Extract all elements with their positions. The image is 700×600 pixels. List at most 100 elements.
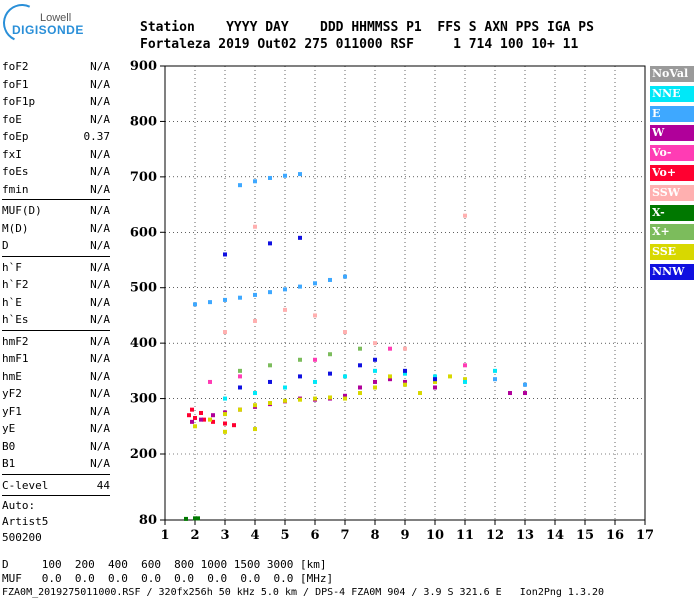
data-point-sse (313, 396, 317, 401)
param-separator (2, 199, 110, 200)
data-point-w (403, 379, 407, 384)
x-tick-label: 3 (220, 528, 229, 543)
data-point-nnw (328, 371, 332, 376)
data-point-vo (199, 410, 203, 415)
data-point-e (283, 287, 287, 292)
logo-digisonde: DIGISONDE (12, 23, 84, 37)
data-point-e (208, 300, 212, 305)
param-row: B0 N/A (2, 438, 110, 456)
param-value: N/A (90, 95, 110, 108)
data-point-e (298, 284, 302, 289)
x-tick-label: 17 (636, 528, 654, 543)
y-tick-label: 800 (130, 114, 157, 129)
data-point-nnw (298, 235, 302, 240)
data-point-e (193, 302, 197, 307)
y-tick-label: 700 (130, 170, 157, 185)
footer-distance-row: D 100 200 400 600 800 1000 1500 3000 [km… (2, 558, 327, 571)
legend-item-vo: Vo- (650, 145, 694, 162)
y-tick-label: 200 (130, 447, 157, 462)
data-point-ssw (343, 330, 347, 335)
auto-scaling-line: 500200 (2, 531, 42, 544)
legend-item-nne: NNE (650, 85, 694, 102)
data-point-nne (373, 368, 377, 373)
param-name: MUF(D) (2, 204, 42, 217)
param-name: foF1 (2, 77, 29, 91)
param-name: h`F2 (2, 278, 29, 291)
param-row: yF1 N/A (2, 403, 110, 421)
data-point-e (523, 382, 527, 387)
data-point-nne (253, 391, 257, 396)
param-value: N/A (90, 239, 110, 252)
header-labels: Station YYYY DAY DDD HHMMSS P1 FFS S AXN… (140, 20, 594, 35)
x-tick-label: 12 (486, 528, 504, 543)
data-point-sse (418, 391, 422, 396)
param-value: N/A (90, 457, 110, 470)
data-point-w (358, 385, 362, 390)
data-point-w (373, 379, 377, 384)
data-point-sse (358, 391, 362, 396)
data-point-x (238, 368, 242, 373)
data-point-sse (403, 382, 407, 387)
param-name: M(D) (2, 221, 29, 235)
scaled-parameters-panel: foF2 N/A foF1 N/A foF1p N/A foE N/A foEp 0.37 fxI N… (2, 58, 110, 546)
clevel-value: 44 (96, 478, 110, 492)
data-point-nne (433, 374, 437, 379)
y-tick-label: 400 (130, 336, 157, 351)
param-value: N/A (90, 352, 110, 365)
x-tick-label: 5 (280, 528, 289, 543)
data-point-vo (190, 407, 194, 412)
param-value: N/A (90, 334, 110, 348)
param-row: foEp 0.37 (2, 128, 110, 146)
legend-item-sse: SSE (650, 244, 694, 261)
data-point-ssw (253, 318, 257, 323)
param-row: foEs N/A (2, 163, 110, 181)
data-point-e (268, 290, 272, 295)
param-value: N/A (90, 77, 110, 91)
data-point-sse (388, 374, 392, 379)
param-value: N/A (90, 260, 110, 274)
data-point-vo (313, 357, 317, 362)
data-point-nnw (268, 241, 272, 246)
param-name: hmF1 (2, 352, 29, 365)
param-value: N/A (90, 422, 110, 435)
data-point-e (493, 377, 497, 382)
data-point-nne (313, 379, 317, 384)
data-point-sse (253, 427, 257, 432)
x-tick-label: 6 (310, 528, 319, 543)
legend-item-ssw: SSW (650, 184, 694, 201)
data-point-nnw (223, 252, 227, 257)
data-point-sse (283, 398, 287, 403)
param-value: N/A (90, 369, 110, 383)
data-point-sse (193, 424, 197, 429)
data-point-nne (343, 374, 347, 379)
param-name: fmin (2, 182, 29, 196)
data-point-e (238, 183, 242, 188)
y-tick-label: 300 (130, 392, 157, 407)
data-point-x (193, 516, 197, 521)
data-point-sse (463, 377, 467, 382)
data-point-nnw (298, 374, 302, 379)
data-point-vo (208, 379, 212, 384)
data-point-ssw (253, 224, 257, 229)
data-point-nne (223, 396, 227, 401)
param-value: N/A (90, 278, 110, 291)
param-name: fxI (2, 147, 22, 161)
data-point-ssw (403, 346, 407, 351)
param-row: MUF(D) N/A (2, 202, 110, 220)
data-point-sse (298, 397, 302, 402)
data-point-w (199, 417, 203, 422)
param-row: h`E N/A (2, 294, 110, 312)
data-point-vo (202, 417, 206, 422)
param-value: N/A (90, 295, 110, 309)
footer-file-info: FZA0M_2019275011000.RSF / 320fx256h 50 k… (2, 587, 605, 598)
param-name: hmF2 (2, 334, 29, 348)
data-point-sse (328, 395, 332, 400)
data-point-nne (403, 371, 407, 376)
data-point-w (433, 385, 437, 390)
legend-item-nnw: NNW (650, 263, 694, 280)
data-point-sse (253, 403, 257, 408)
x-tick-label: 1 (160, 528, 169, 543)
data-point-x (268, 363, 272, 368)
data-point-nnw (433, 377, 437, 382)
data-point-w (343, 393, 347, 398)
